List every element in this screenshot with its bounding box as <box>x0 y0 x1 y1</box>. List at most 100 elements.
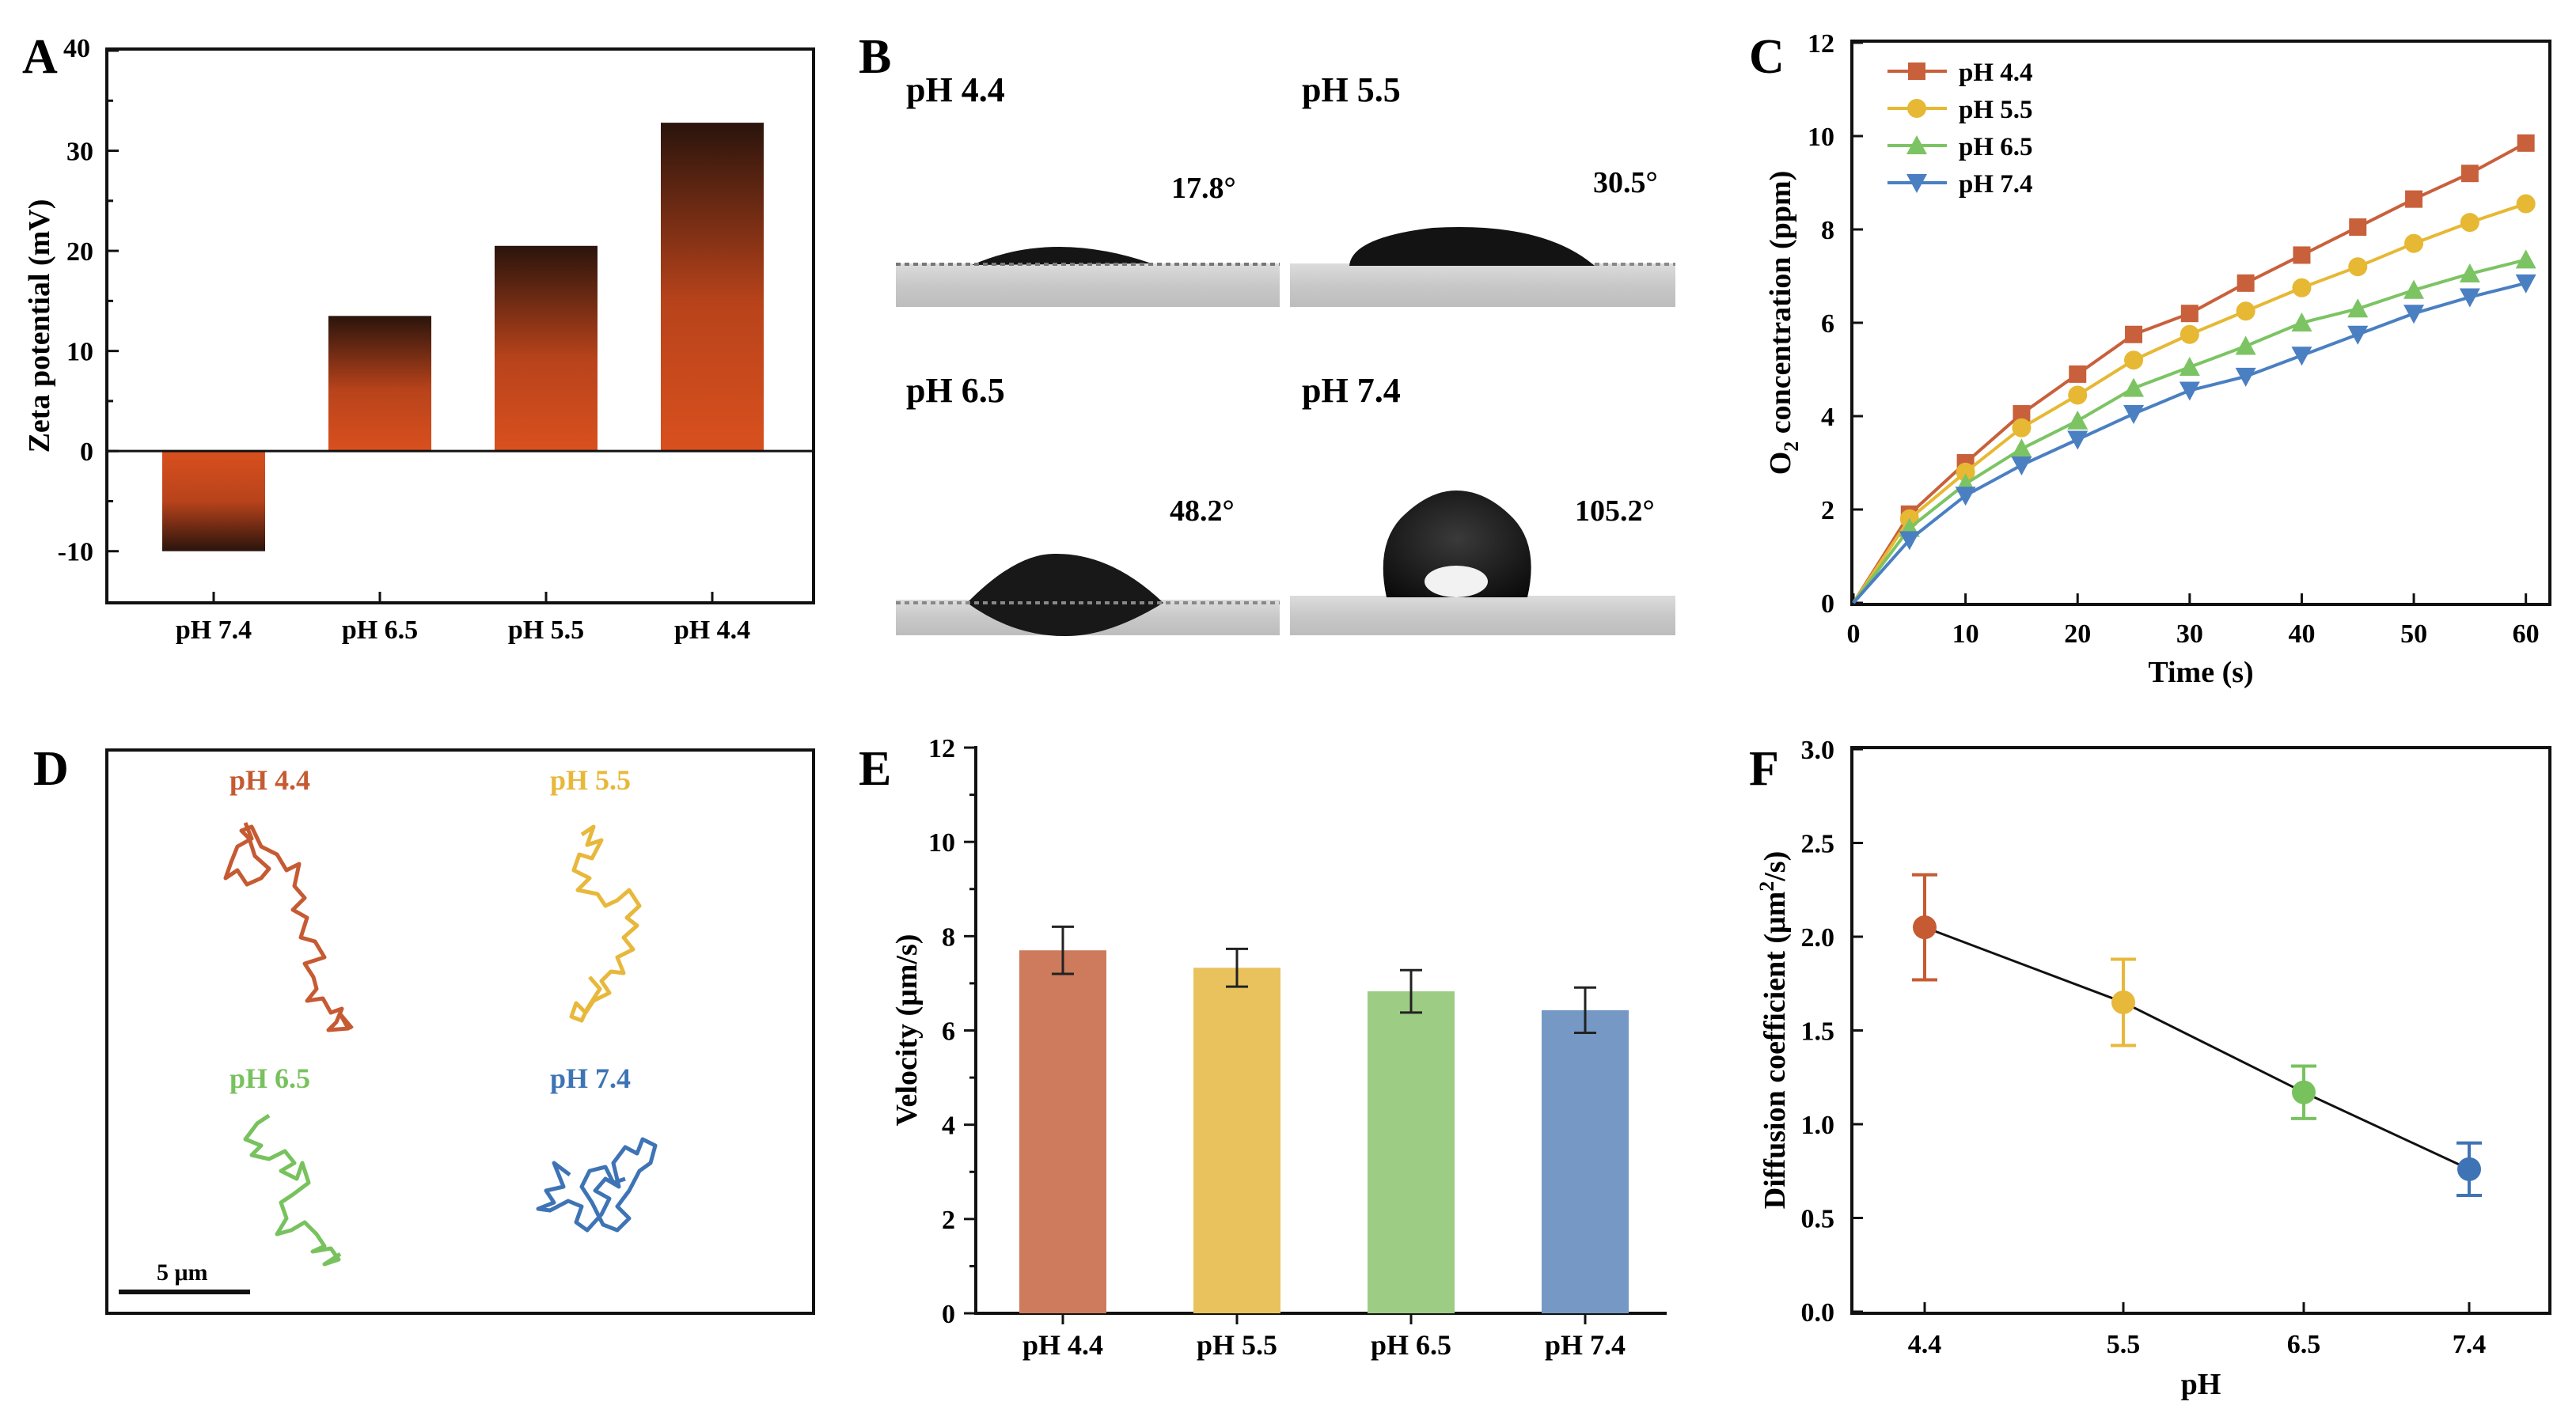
contact-angle-image-ph44: pH 4.4 17.8° <box>896 70 1280 307</box>
scale-bar-label: 5 μm <box>157 1259 208 1286</box>
panel-b-letter: B <box>859 30 891 84</box>
c-ytick-label-4: 8 <box>1821 216 1834 245</box>
c-point-1-5 <box>2124 350 2144 370</box>
e-ytick-label-3: 6 <box>942 1017 955 1047</box>
contact-angle-image-ph74: pH 7.4 105.2° <box>1290 371 1675 635</box>
c-point-3-4 <box>2067 430 2088 450</box>
ca-label-ph65: pH 6.5 <box>906 371 1005 410</box>
c-point-3-12 <box>2515 274 2536 294</box>
ytick-label-3: 20 <box>66 237 93 267</box>
f-point-2 <box>2292 1080 2316 1104</box>
c-point-1-7 <box>2236 301 2255 321</box>
droplet-ph55 <box>1349 227 1595 266</box>
c-legend-marker-2 <box>1906 135 1927 154</box>
trajectory-ph44 <box>223 822 354 1032</box>
c-legend-label-3: pH 7.4 <box>1959 170 2033 199</box>
panel-c-ylabel-sub: 2 <box>1780 441 1803 452</box>
panel-a-frame <box>105 47 815 604</box>
c-point-2-12 <box>2515 249 2536 269</box>
c-point-1-8 <box>2292 278 2312 297</box>
ca-angle-ph55: 30.5° <box>1593 166 1658 199</box>
e-ytick-label-4: 8 <box>942 922 955 952</box>
c-point-1-2 <box>1956 462 1975 482</box>
c-legend-label-0: pH 4.4 <box>1959 59 2033 87</box>
panel-e-letter: E <box>859 742 891 796</box>
f-ytick-label-3: 1.5 <box>1801 1017 1835 1047</box>
c-point-1-4 <box>2068 385 2088 405</box>
panel-f-ylabel-sup: 2 <box>1755 881 1778 892</box>
c-point-0-4 <box>2069 365 2087 383</box>
panel-f-ylabel-rest: /s) <box>1758 851 1792 882</box>
ca-angle-ph74: 105.2° <box>1575 494 1655 528</box>
c-xtick-label-2: 20 <box>2064 619 2091 649</box>
c-point-1-11 <box>2460 213 2479 233</box>
f-xtick-label-0: 4.4 <box>1908 1330 1942 1359</box>
c-point-2-7 <box>2235 335 2256 355</box>
droplet-reflection-ph74 <box>1425 566 1488 597</box>
ca-angle-ph44: 17.8° <box>1171 172 1236 205</box>
c-ytick-label-1: 2 <box>1821 496 1834 525</box>
c-point-3-5 <box>2123 405 2145 425</box>
panel-c-xlabel: Time (s) <box>2148 656 2253 689</box>
c-xtick-label-3: 30 <box>2176 619 2203 649</box>
c-xtick-label-5: 50 <box>2400 619 2427 649</box>
panel-f: F 0.0 0.5 1.0 1.5 2.0 2.5 3.0 4.4 5.5 6.5 7.4 pH D… <box>1749 736 2551 1401</box>
c-point-0-7 <box>2236 274 2255 292</box>
c-point-1-10 <box>2404 233 2424 253</box>
c-point-3-10 <box>2403 305 2425 324</box>
f-ytick-label-2: 1.0 <box>1801 1111 1835 1140</box>
c-point-2-9 <box>2347 298 2369 318</box>
panel-b: B pH 4.4 17.8° pH 5.5 30.5° pH 6.5 48.2° <box>859 30 1675 637</box>
panel-a: A -10 0 10 20 30 40 pH 7.4 pH 6.5 pH 5.5 pH 4.4 Z… <box>22 30 815 645</box>
c-ytick-label-5: 10 <box>1808 123 1834 152</box>
c-point-2-5 <box>2123 377 2145 397</box>
e-xtick-label-1: pH 5.5 <box>1197 1329 1277 1361</box>
e-bar-3 <box>1542 1009 1629 1313</box>
c-point-1-6 <box>2180 324 2199 344</box>
panel-a-letter: A <box>22 30 58 84</box>
f-ytick-label-4: 2.0 <box>1801 923 1835 953</box>
c-legend-label-1: pH 5.5 <box>1959 96 2033 124</box>
c-point-1-9 <box>2348 257 2368 277</box>
c-point-3-1 <box>1899 531 1920 551</box>
f-ytick-label-0: 0.0 <box>1801 1298 1835 1328</box>
c-point-3-3 <box>2011 456 2032 475</box>
c-point-3-9 <box>2347 325 2369 345</box>
xtick-label-2: pH 5.5 <box>508 616 584 645</box>
c-point-2-4 <box>2067 410 2088 430</box>
substrate-ph74 <box>1290 596 1675 635</box>
f-point-3 <box>2457 1157 2481 1181</box>
contact-angle-image-ph55: pH 5.5 30.5° <box>1290 70 1675 307</box>
trajectory-label-ph44: pH 4.4 <box>230 764 310 796</box>
ca-label-ph55: pH 5.5 <box>1302 70 1401 109</box>
c-point-1-12 <box>2516 194 2536 214</box>
ca-label-ph74: pH 7.4 <box>1302 371 1401 410</box>
e-ytick-label-1: 2 <box>942 1206 955 1235</box>
xtick-label-0: pH 7.4 <box>176 616 252 645</box>
panel-f-ylabel: Diffusion coefficient (μm2/s) <box>1755 851 1792 1209</box>
bar-3 <box>661 123 764 452</box>
c-point-1-3 <box>2012 418 2032 437</box>
trajectory-label-ph55: pH 5.5 <box>550 764 631 796</box>
c-point-0-10 <box>2405 190 2423 208</box>
f-xtick-label-3: 7.4 <box>2453 1330 2487 1359</box>
panel-f-ylabel-main: Diffusion coefficient (μm <box>1758 892 1792 1209</box>
c-point-0-5 <box>2125 325 2143 343</box>
c-point-3-11 <box>2459 288 2480 308</box>
c-point-0-11 <box>2460 165 2479 183</box>
trajectory-ph65 <box>243 1113 342 1267</box>
e-xtick-label-2: pH 6.5 <box>1371 1329 1451 1361</box>
f-xtick-label-1: 5.5 <box>2107 1330 2141 1359</box>
substrate-ph55 <box>1290 263 1675 307</box>
c-point-2-11 <box>2459 263 2480 283</box>
c-point-3-2 <box>1955 487 1976 506</box>
c-point-2-10 <box>2403 279 2425 299</box>
e-bar-1 <box>1193 968 1280 1313</box>
c-point-3-7 <box>2235 367 2256 387</box>
e-ytick-label-0: 0 <box>942 1300 955 1329</box>
e-xtick-label-0: pH 4.4 <box>1022 1329 1103 1361</box>
c-ytick-label-0: 0 <box>1821 589 1834 619</box>
xtick-label-3: pH 4.4 <box>674 616 750 645</box>
bar-2 <box>495 245 598 452</box>
